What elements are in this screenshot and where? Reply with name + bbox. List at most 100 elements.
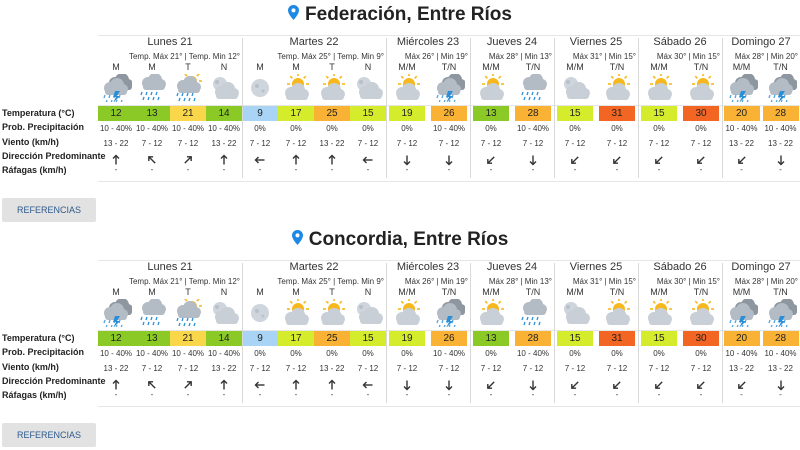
period-label: T/N: [773, 62, 788, 72]
wind-direction-arrow-icon: [326, 378, 338, 390]
moon-cloud-icon: [559, 74, 591, 102]
temperature-cell: 28: [515, 106, 551, 121]
day-minmax: Temp. Máx 21° | Temp. Min 12°: [128, 52, 240, 61]
wind-speed: 7 - 12: [690, 364, 712, 373]
period-column: T/N 28 10 - 40% 7 - 12 -: [515, 36, 551, 186]
gust-speed: -: [615, 390, 619, 399]
day-minmax: Máx 30° | Min 15°: [656, 277, 720, 286]
gust-speed: -: [294, 165, 298, 174]
period-label: M/M: [398, 62, 416, 72]
temperature-cell: 28: [762, 331, 799, 346]
day-name: Miércoles 23: [396, 261, 460, 273]
gust-speed: -: [573, 390, 577, 399]
period-column: M/M 19 0% 7 - 12 -: [389, 36, 425, 186]
references-button[interactable]: REFERENCIAS: [2, 198, 96, 222]
day-minmax: Máx 28° | Min 13°: [488, 277, 552, 286]
period-column: N 14 10 - 40% 13 - 22 -: [206, 36, 242, 186]
period-column: M 9 0% 7 - 12 -: [242, 261, 278, 411]
period-column: T 21 10 - 40% 7 - 12 -: [170, 261, 206, 411]
temperature-cell: 20: [723, 106, 760, 121]
period-column: M/M 15 0% 7 - 12 -: [557, 36, 593, 186]
location-title: Concordia, Entre Ríos: [0, 229, 800, 255]
period-label: T/N: [441, 62, 457, 72]
gust-speed: -: [699, 390, 703, 399]
gust-speed: -: [258, 165, 262, 174]
precip-probability: 0%: [326, 124, 338, 133]
day-separator: [638, 38, 639, 178]
period-label: M: [148, 62, 156, 72]
location-section: Concordia, Entre Ríos Temperatura (°C) Pro…: [0, 225, 800, 450]
gust-speed: -: [531, 390, 535, 399]
wind-speed: 13 - 22: [729, 139, 754, 148]
wind-speed: 13 - 22: [319, 139, 345, 148]
wind-direction-arrow-icon: [611, 153, 623, 165]
temperature-cell: 26: [431, 106, 467, 121]
period-column: T 25 0% 13 - 22 -: [314, 261, 350, 411]
period-label: M: [292, 287, 300, 297]
moon-icon: [244, 74, 276, 102]
temperature-cell: 30: [683, 106, 719, 121]
period-label: T/N: [609, 62, 625, 72]
period-label: M/M: [732, 287, 751, 297]
gust-speed: -: [657, 390, 661, 399]
precip-probability: 0%: [362, 349, 374, 358]
cloudy-storm-icon: [726, 298, 759, 329]
temperature-cell: 13: [473, 331, 509, 346]
period-column: M 17 0% 7 - 12 -: [278, 36, 314, 186]
day-minmax: Máx 30° | Min 15°: [656, 52, 720, 61]
period-label: M/M: [398, 287, 416, 297]
cloudy-storm-icon: [100, 298, 133, 329]
row-label: Viento (km/h): [2, 362, 59, 372]
wind-direction-arrow-icon: [218, 153, 230, 165]
row-label: Prob. Precipitación: [2, 122, 85, 132]
temperature-cell: 30: [683, 331, 719, 346]
rain-icon: [136, 73, 168, 102]
day-name: Miércoles 23: [396, 36, 460, 48]
wind-speed: 13 - 22: [103, 364, 129, 373]
period-label: M: [148, 287, 156, 297]
wind-direction-arrow-icon: [146, 378, 158, 390]
wind-speed: 13 - 22: [211, 364, 237, 373]
period-column: T/N 30 0% 7 - 12 -: [683, 36, 719, 186]
references-button[interactable]: REFERENCIAS: [2, 423, 96, 447]
precip-probability: 10 - 40%: [432, 124, 466, 133]
wind-speed: 7 - 12: [285, 364, 307, 373]
temperature-cell: 14: [206, 331, 242, 346]
wind-direction-arrow-icon: [110, 153, 122, 165]
precip-probability: 10 - 40%: [207, 349, 241, 358]
row-label: Prob. Precipitación: [2, 347, 85, 357]
gust-speed: -: [405, 390, 409, 399]
wind-direction-arrow-icon: [775, 153, 787, 166]
day-separator: [722, 263, 723, 403]
row-label: Dirección Predominante: [2, 376, 106, 386]
gust-speed: -: [294, 390, 298, 399]
moon-cloud-icon: [352, 299, 384, 327]
wind-speed: 7 - 12: [249, 139, 271, 148]
day-minmax: Máx 28° | Min 20°: [734, 52, 798, 61]
temperature-cell: 21: [170, 106, 206, 121]
wind-speed: 7 - 12: [522, 139, 544, 148]
sun-cloud-icon: [685, 73, 717, 102]
wind-speed: 7 - 12: [249, 364, 271, 373]
sun-cloud-icon: [601, 73, 633, 102]
temperature-cell: 28: [762, 106, 799, 121]
day-minmax: Máx 26° | Min 19°: [404, 277, 468, 286]
period-column: N 14 10 - 40% 13 - 22 -: [206, 261, 242, 411]
gust-speed: -: [366, 165, 370, 174]
wind-direction-arrow-icon: [182, 153, 194, 165]
temperature-cell: 9: [242, 331, 278, 346]
precip-probability: 10 - 40%: [516, 349, 550, 358]
period-column: M/M 20 10 - 40% 13 - 22 -: [723, 36, 760, 186]
precip-probability: 0%: [611, 124, 623, 133]
period-label: T/N: [693, 62, 709, 72]
sun-cloud-icon: [316, 73, 348, 102]
sun-cloud-icon: [643, 73, 675, 102]
wind-direction-arrow-icon: [254, 378, 266, 390]
cloudy-storm-icon: [765, 298, 798, 329]
wind-speed: 7 - 12: [396, 139, 418, 148]
wind-speed: 13 - 22: [319, 364, 345, 373]
sun-cloud-icon: [475, 298, 507, 327]
wind-speed: 7 - 12: [564, 139, 586, 148]
day-separator: [554, 263, 555, 403]
day-column: Jueves 24 Máx 28° | Min 13° M/M 13 0% 7 - 12 -…: [470, 261, 554, 399]
